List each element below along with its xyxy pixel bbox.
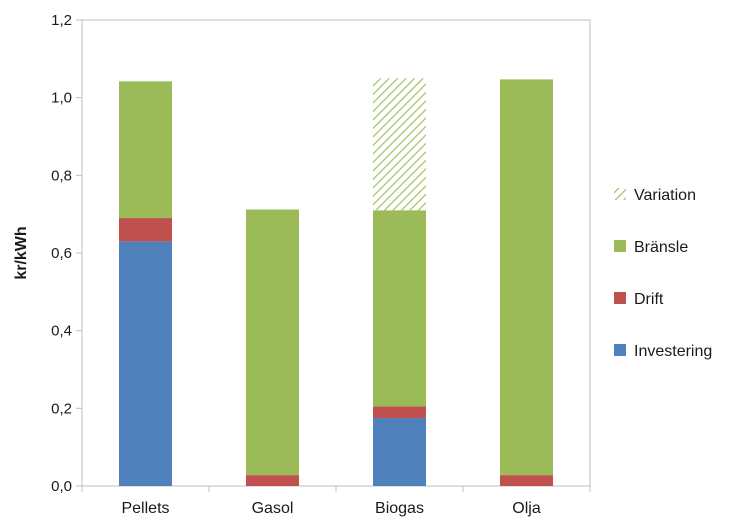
y-tick-label: 0,4 xyxy=(51,323,72,340)
x-tick-label: Biogas xyxy=(375,500,424,517)
x-tick-label: Pellets xyxy=(121,500,169,517)
bar-segment-drift-pellets xyxy=(119,218,172,242)
legend-item-variation: Variation xyxy=(614,187,696,204)
legend-swatch xyxy=(614,344,626,356)
bars-group xyxy=(119,78,553,486)
bar-segment-drift-olja xyxy=(500,475,553,486)
axes-group: Pellets Gasol Biogas Olja 0,0 0,2 0,4 0,6 0,8 1,0… xyxy=(51,12,591,517)
bar-segment-br-nsle-pellets xyxy=(119,81,172,219)
legend-label: Drift xyxy=(634,291,664,308)
bar-segment-variation-biogas xyxy=(373,78,426,211)
bar-segment-br-nsle-olja xyxy=(500,79,553,476)
legend: Variation Bränsle Drift Investering xyxy=(614,187,712,360)
legend-swatch xyxy=(614,292,626,304)
y-axis-title: kr/kWh xyxy=(13,226,30,279)
y-tick-label: 0,0 xyxy=(51,478,72,495)
bar-segment-br-nsle-gasol xyxy=(246,209,299,476)
legend-item-investering: Investering xyxy=(614,343,712,360)
legend-label: Bränsle xyxy=(634,239,688,256)
legend-swatch xyxy=(614,240,626,252)
legend-label: Investering xyxy=(634,343,712,360)
legend-label: Variation xyxy=(634,187,696,204)
bar-segment-br-nsle-biogas xyxy=(373,210,426,407)
bar-segment-investering-biogas xyxy=(373,418,426,486)
y-tick-label: 0,2 xyxy=(51,400,72,417)
bar-segment-drift-biogas xyxy=(373,406,426,419)
y-tick-label: 1,2 xyxy=(51,12,72,29)
legend-item-drift: Drift xyxy=(614,291,664,308)
legend-item-br-nsle: Bränsle xyxy=(614,239,688,256)
x-tick-label: Olja xyxy=(512,500,541,517)
y-tick-label: 0,6 xyxy=(51,245,72,262)
y-tick-label: 0,8 xyxy=(51,167,72,184)
bar-segment-investering-pellets xyxy=(119,241,172,486)
legend-swatch xyxy=(614,188,626,200)
bar-segment-drift-gasol xyxy=(246,475,299,486)
x-tick-label: Gasol xyxy=(252,500,294,517)
y-tick-label: 1,0 xyxy=(51,90,72,107)
